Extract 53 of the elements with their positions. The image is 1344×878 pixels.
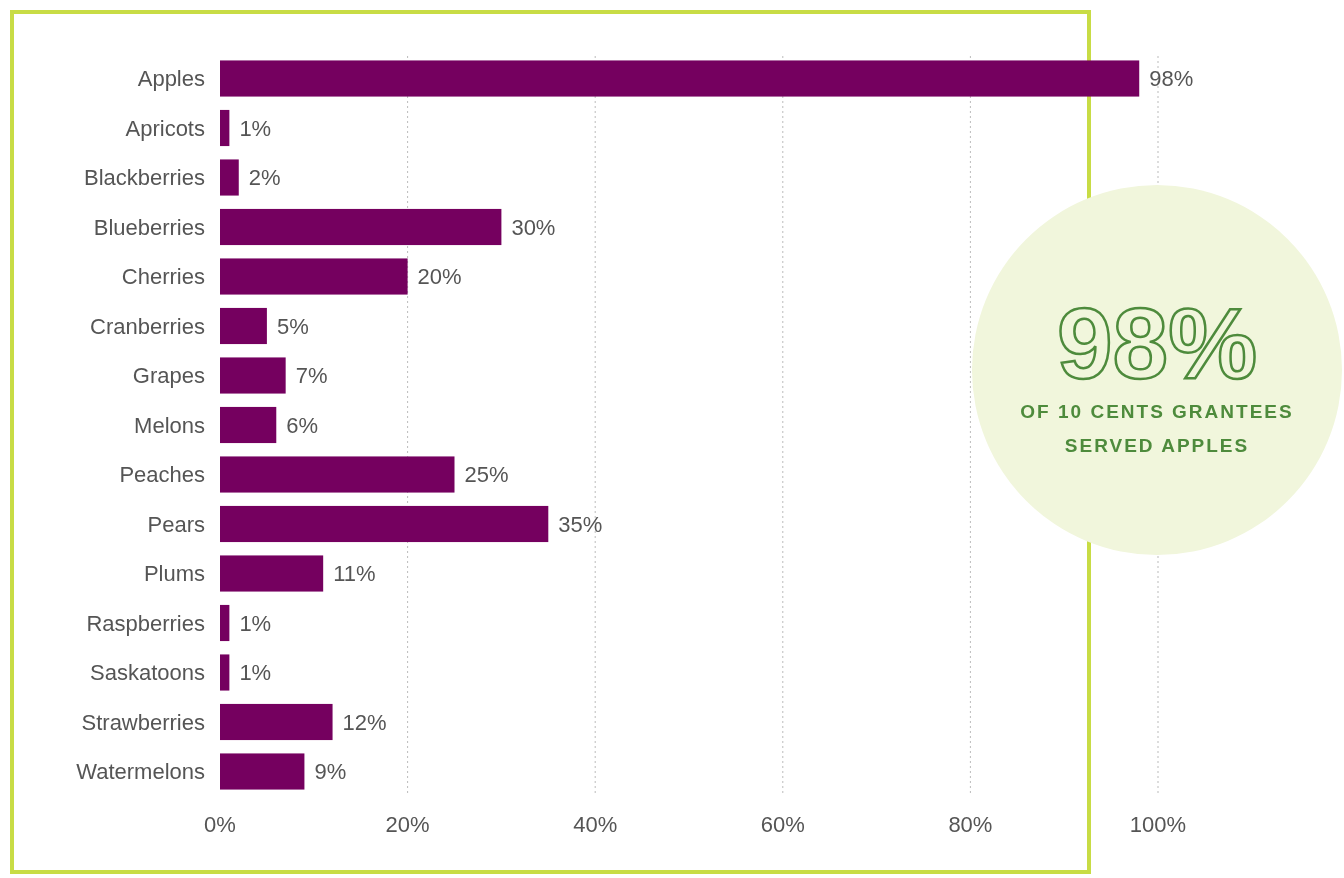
data-label: 11%: [333, 561, 376, 587]
bar: [220, 555, 324, 592]
data-label: 6%: [286, 412, 319, 438]
bar: [220, 109, 230, 147]
x-tick-label: 40%: [573, 811, 618, 837]
data-label: 9%: [314, 759, 347, 785]
x-tick-label: 80%: [948, 811, 993, 837]
data-label: 20%: [417, 264, 462, 290]
y-tick-label: Strawberries: [81, 709, 205, 735]
bar: [220, 505, 549, 543]
y-tick-label: Blackberries: [83, 165, 205, 191]
y-tick-label: Cranberries: [90, 313, 205, 339]
data-label: 1%: [239, 115, 272, 141]
y-tick-label: Raspberries: [86, 610, 205, 636]
data-label: 30%: [511, 214, 556, 240]
x-tick-label: 20%: [385, 811, 430, 837]
data-label: 25%: [464, 462, 509, 488]
y-tick-label: Grapes: [132, 363, 205, 389]
bar: [220, 357, 286, 394]
data-label: 2%: [248, 165, 281, 191]
bar: [220, 654, 230, 691]
y-tick-label: Blueberries: [93, 214, 205, 240]
data-label: 35%: [558, 511, 603, 537]
bar: [220, 753, 305, 790]
data-label: 7%: [295, 363, 328, 389]
bar: [220, 307, 267, 345]
y-tick-label: Plums: [143, 561, 205, 587]
y-tick-label: Apricots: [125, 115, 205, 141]
data-label: 1%: [239, 660, 272, 686]
y-tick-label: Watermelons: [76, 759, 205, 785]
annotation: OF 10 CENTS GRANTEES SERVED APPLES: [1020, 401, 1294, 456]
y-tick-label: Melons: [134, 412, 205, 438]
bar: [220, 208, 502, 246]
data-label: 1%: [239, 610, 272, 636]
bar: [220, 456, 455, 493]
x-tick-label: 100%: [1129, 811, 1187, 837]
bar: [220, 258, 408, 295]
x-tick-label: 0%: [204, 811, 236, 837]
annotation: 98%: [1056, 287, 1258, 399]
data-label: 5%: [276, 313, 309, 339]
bar: [220, 703, 333, 741]
y-tick-label: Saskatoons: [90, 660, 205, 686]
bar: [220, 604, 230, 642]
bar: [220, 159, 239, 196]
x-tick-label: 60%: [760, 811, 805, 837]
bar: [220, 406, 277, 444]
y-tick-label: Pears: [147, 511, 205, 537]
data-label: 12%: [342, 709, 387, 735]
y-tick-label: Peaches: [119, 462, 205, 488]
y-tick-label: Apples: [137, 66, 205, 92]
bar: [220, 60, 1140, 97]
data-label: 98%: [1149, 66, 1194, 92]
y-tick-label: Cherries: [121, 264, 205, 290]
